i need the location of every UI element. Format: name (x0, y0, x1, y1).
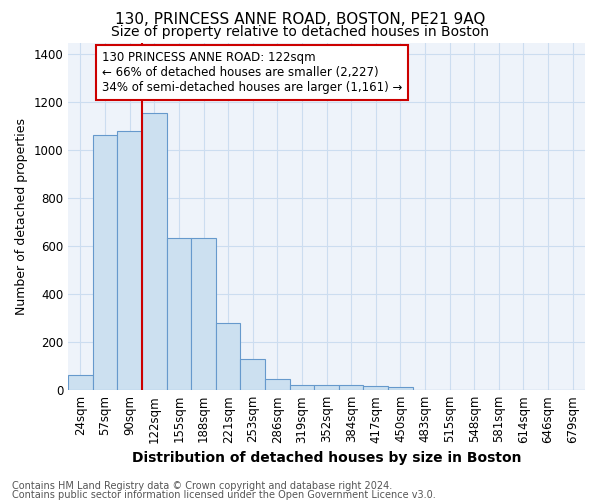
Bar (68, 374, 93, 390)
Bar (93, 135, 118, 390)
Bar (388, 388, 413, 390)
Y-axis label: Number of detached properties: Number of detached properties (15, 118, 28, 315)
Bar (216, 323, 241, 390)
Bar (142, 113, 167, 390)
X-axis label: Distribution of detached houses by size in Boston: Distribution of detached houses by size … (132, 451, 521, 465)
Text: Size of property relative to detached houses in Boston: Size of property relative to detached ho… (111, 25, 489, 39)
Text: 130, PRINCESS ANNE ROAD, BOSTON, PE21 9AQ: 130, PRINCESS ANNE ROAD, BOSTON, PE21 9A… (115, 12, 485, 28)
Text: 130 PRINCESS ANNE ROAD: 122sqm
← 66% of detached houses are smaller (2,227)
34% : 130 PRINCESS ANNE ROAD: 122sqm ← 66% of … (102, 51, 402, 94)
Bar (364, 386, 388, 390)
Bar (167, 238, 191, 390)
Text: Contains public sector information licensed under the Open Government Licence v3: Contains public sector information licen… (12, 490, 436, 500)
Bar (265, 378, 290, 390)
Bar (290, 385, 314, 390)
Bar (118, 131, 142, 390)
Text: Contains HM Land Registry data © Crown copyright and database right 2024.: Contains HM Land Registry data © Crown c… (12, 481, 392, 491)
Bar (339, 385, 364, 390)
Bar (191, 238, 216, 390)
Bar (314, 385, 339, 390)
Bar (241, 359, 265, 390)
